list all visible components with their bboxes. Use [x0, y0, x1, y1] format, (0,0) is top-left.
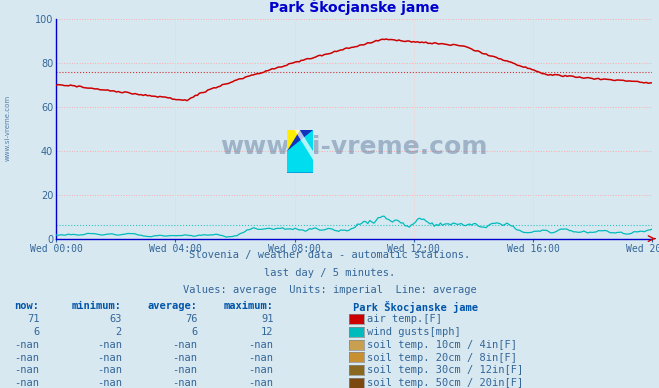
Text: -nan: -nan [14, 340, 40, 350]
Text: 76: 76 [185, 314, 198, 324]
Text: 12: 12 [261, 327, 273, 337]
Text: Park Škocjanske jame: Park Škocjanske jame [353, 301, 478, 313]
Text: wind gusts[mph]: wind gusts[mph] [367, 327, 461, 337]
Polygon shape [295, 130, 313, 160]
Text: -nan: -nan [248, 340, 273, 350]
Text: -nan: -nan [248, 365, 273, 376]
Text: soil temp. 20cm / 8in[F]: soil temp. 20cm / 8in[F] [367, 353, 517, 363]
Text: maximum:: maximum: [223, 301, 273, 311]
Text: 6: 6 [192, 327, 198, 337]
Text: -nan: -nan [14, 378, 40, 388]
Text: 91: 91 [261, 314, 273, 324]
Text: last day / 5 minutes.: last day / 5 minutes. [264, 268, 395, 278]
Text: -nan: -nan [97, 378, 122, 388]
Title: Park Škocjanske jame: Park Škocjanske jame [269, 0, 440, 16]
Text: average:: average: [148, 301, 198, 311]
Text: air temp.[F]: air temp.[F] [367, 314, 442, 324]
Polygon shape [287, 130, 300, 151]
Text: -nan: -nan [173, 378, 198, 388]
Text: www.si-vreme.com: www.si-vreme.com [221, 135, 488, 159]
Text: -nan: -nan [173, 340, 198, 350]
Text: -nan: -nan [248, 353, 273, 363]
Text: 2: 2 [116, 327, 122, 337]
Polygon shape [287, 130, 313, 173]
Text: -nan: -nan [14, 353, 40, 363]
Text: -nan: -nan [248, 378, 273, 388]
Text: Slovenia / weather data - automatic stations.: Slovenia / weather data - automatic stat… [189, 250, 470, 260]
Text: soil temp. 50cm / 20in[F]: soil temp. 50cm / 20in[F] [367, 378, 523, 388]
Text: -nan: -nan [97, 353, 122, 363]
Text: 71: 71 [27, 314, 40, 324]
Text: minimum:: minimum: [72, 301, 122, 311]
Text: -nan: -nan [97, 340, 122, 350]
Text: Values: average  Units: imperial  Line: average: Values: average Units: imperial Line: av… [183, 285, 476, 295]
Text: 63: 63 [109, 314, 122, 324]
Text: now:: now: [14, 301, 40, 311]
Text: -nan: -nan [173, 353, 198, 363]
Text: www.si-vreme.com: www.si-vreme.com [5, 95, 11, 161]
Text: -nan: -nan [97, 365, 122, 376]
Text: -nan: -nan [173, 365, 198, 376]
Text: soil temp. 10cm / 4in[F]: soil temp. 10cm / 4in[F] [367, 340, 517, 350]
Text: 6: 6 [34, 327, 40, 337]
Text: soil temp. 30cm / 12in[F]: soil temp. 30cm / 12in[F] [367, 365, 523, 376]
Text: -nan: -nan [14, 365, 40, 376]
